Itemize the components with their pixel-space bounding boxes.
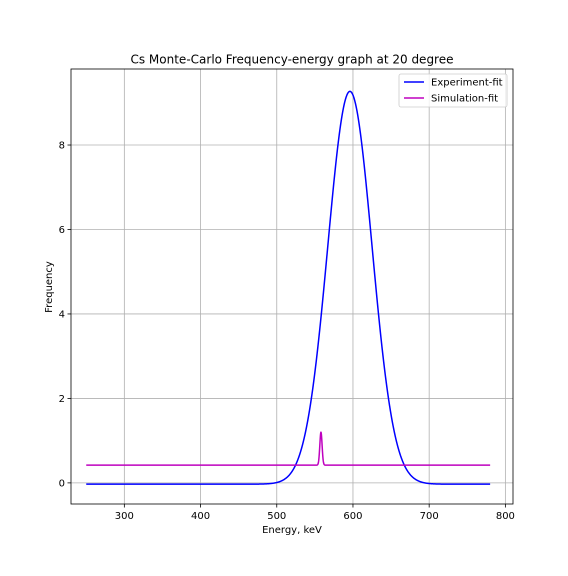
x-tick-label: 500: [267, 511, 286, 522]
x-tick-label: 400: [191, 511, 210, 522]
x-tick-label: 600: [343, 511, 362, 522]
legend-box: [398, 73, 508, 108]
legend-label: Experiment-fit: [431, 78, 503, 89]
y-tick-label: 4: [59, 309, 65, 320]
y-tick-label: 2: [59, 394, 65, 405]
legend-label: Simulation-fit: [431, 94, 498, 105]
series-layer: [85, 90, 491, 485]
y-tick-label: 0: [59, 478, 65, 489]
axes-frame: [70, 68, 514, 505]
y-tick-label: 8: [59, 141, 65, 152]
series-line-0: [85, 90, 491, 485]
y-axis: 0 2 4 6 8: [59, 141, 71, 489]
x-tick-label: 800: [496, 511, 515, 522]
x-tick-label: 700: [420, 511, 439, 522]
series-line-1: [85, 431, 491, 466]
y-axis-label: Frequency: [44, 261, 55, 313]
x-axis: 300 400 500 600 700 800: [115, 504, 515, 522]
grid: [71, 69, 513, 504]
y-tick-label: 6: [59, 225, 65, 236]
x-tick-label: 300: [115, 511, 134, 522]
x-axis-label: Energy, keV: [262, 525, 322, 536]
chart-title: Cs Monte-Carlo Frequency-energy graph at…: [130, 53, 453, 67]
legend: Experiment-fit Simulation-fit: [398, 73, 508, 108]
